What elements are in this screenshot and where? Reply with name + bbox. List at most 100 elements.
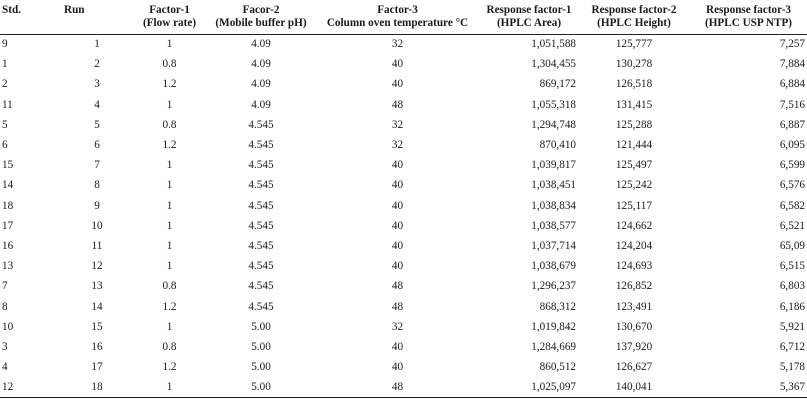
hplc-usp-ntp-cell: 6,515 [779, 260, 805, 273]
response-factor-1-header: Response factor-1 (HPLC Area) [480, 0, 578, 35]
std-cell: 6 [2, 139, 8, 152]
flow-rate-cell: 0.8 [162, 280, 177, 293]
hplc-area-cell: 1,055,318 [531, 98, 576, 111]
header-line-2: (Mobile buffer pH) [215, 17, 307, 29]
hplc-height-cell: 124,662 [615, 219, 653, 232]
hplc-area-cell: 1,037,714 [531, 239, 576, 252]
buffer-ph-cell: 4.545 [248, 118, 274, 131]
std-cell: 12 [0, 377, 62, 398]
std-cell: 8 [2, 300, 8, 313]
hplc-area-cell: 1,304,455 [531, 58, 576, 71]
header-line-1: Factor-3 [377, 4, 418, 16]
hplc-usp-ntp-cell: 6,884 [779, 78, 805, 91]
flow-rate-cell: 1 [166, 219, 173, 232]
header-line-2: (HPLC Area) [496, 17, 562, 29]
flow-rate-cell: 1 [166, 38, 173, 51]
std-cell: 4 [2, 361, 8, 374]
run-cell: 16 [91, 340, 103, 353]
oven-temp-cell: 40 [391, 159, 404, 172]
flow-rate-cell: 1.2 [162, 300, 177, 313]
hplc-usp-ntp-cell: 6,712 [779, 340, 805, 353]
table-row: 16 11 1 4.545 40 1,037,714 124,204 65,09 [0, 236, 807, 256]
hplc-height-cell: 125,777 [615, 38, 653, 51]
oven-temp-cell: 40 [391, 361, 404, 374]
hplc-area-cell: 1,294,748 [531, 118, 576, 131]
hplc-area-cell: 868,312 [539, 300, 576, 313]
hplc-height-cell: 125,288 [615, 118, 653, 131]
hplc-area-cell: 1,296,237 [531, 280, 576, 293]
oven-temp-cell: 40 [391, 340, 404, 353]
oven-temp-cell: 40 [391, 219, 404, 232]
flow-rate-cell: 0.8 [162, 118, 177, 131]
run-cell: 9 [94, 199, 100, 212]
table-row: 6 6 1.2 4.545 32 870,410 121,444 6,095 [0, 135, 807, 155]
run-cell: 2 [94, 58, 100, 71]
hplc-usp-ntp-cell: 6,599 [779, 159, 805, 172]
buffer-ph-cell: 5.00 [251, 340, 271, 353]
run-cell: 11 [91, 239, 103, 252]
factor-1-header: Factor-1 (Flow rate) [132, 0, 207, 35]
table-row: 2 3 1.2 4.09 40 869,172 126,518 6,884 [0, 74, 807, 94]
hplc-usp-ntp-cell: 65,09 [779, 239, 805, 252]
std-cell: 5 [2, 118, 8, 131]
hplc-usp-ntp-cell: 5,921 [779, 320, 805, 333]
std-cell: 3 [2, 340, 8, 353]
buffer-ph-cell: 5.00 [251, 320, 271, 333]
hplc-height-cell: 140,041 [578, 377, 690, 398]
table-row: 8 14 1.2 4.545 48 868,312 123,491 6,186 [0, 296, 807, 316]
table-row: 3 16 0.8 5.00 40 1,284,669 137,920 6,712 [0, 337, 807, 357]
run-cell: 10 [91, 219, 103, 232]
flow-rate-cell: 1 [166, 199, 173, 212]
buffer-ph-cell: 4.545 [248, 280, 274, 293]
table-row: 4 17 1.2 5.00 40 860,512 126,627 5,178 [0, 357, 807, 377]
oven-temp-cell: 40 [391, 58, 404, 71]
oven-temp-cell: 48 [391, 300, 404, 313]
std-cell: 1 [2, 58, 8, 71]
oven-temp-cell: 32 [391, 139, 404, 152]
hplc-height-cell: 126,852 [615, 280, 653, 293]
response-factor-3-header: Response factor-3 (HPLC USP NTP) [690, 0, 807, 35]
std-cell: 11 [2, 98, 13, 111]
flow-rate-cell: 1 [166, 239, 173, 252]
buffer-ph-cell: 4.545 [248, 159, 274, 172]
std-cell: 15 [2, 159, 14, 172]
hplc-usp-ntp-cell: 6,186 [779, 300, 805, 313]
header-line-2: Column oven temperature °C [326, 17, 469, 29]
std-cell: 18 [2, 199, 14, 212]
oven-temp-cell: 40 [391, 239, 404, 252]
header-line-1: Response factor-1 [486, 4, 572, 16]
run-cell: 5 [94, 118, 100, 131]
oven-temp-cell: 32 [391, 38, 404, 51]
buffer-ph-cell: 5.00 [207, 377, 315, 398]
oven-temp-cell: 48 [391, 280, 404, 293]
table-row: 15 7 1 4.545 40 1,039,817 125,497 6,599 [0, 155, 807, 175]
hplc-area-cell: 1,038,577 [531, 219, 576, 232]
hplc-area-cell: 1,038,834 [531, 199, 576, 212]
hplc-height-cell: 130,278 [615, 58, 653, 71]
hplc-usp-ntp-cell: 7,884 [779, 58, 805, 71]
buffer-ph-cell: 4.545 [248, 179, 274, 192]
oven-temp-cell: 48 [315, 377, 480, 398]
hplc-height-cell: 121,444 [615, 139, 653, 152]
buffer-ph-cell: 4.545 [248, 199, 274, 212]
flow-rate-cell: 1 [166, 98, 173, 111]
hplc-usp-ntp-cell: 6,582 [779, 199, 805, 212]
std-cell: 2 [2, 78, 8, 91]
table-row: 5 5 0.8 4.545 32 1,294,748 125,288 6,887 [0, 115, 807, 135]
hplc-height-cell: 123,491 [615, 300, 653, 313]
hplc-height-cell: 126,627 [615, 361, 653, 374]
table-row: 7 13 0.8 4.545 48 1,296,237 126,852 6,803 [0, 276, 807, 296]
hplc-height-cell: 125,117 [616, 199, 652, 212]
header-line-2: (Flow rate) [142, 17, 197, 29]
factor-2-header: Facor-2 (Mobile buffer pH) [207, 0, 315, 35]
hplc-height-cell: 131,415 [615, 98, 653, 111]
table-row: 14 8 1 4.545 40 1,038,451 125,242 6,576 [0, 175, 807, 195]
hplc-usp-ntp-cell: 6,576 [779, 179, 805, 192]
run-cell: 4 [94, 98, 100, 111]
hplc-height-cell: 125,497 [615, 159, 653, 172]
header-row: Std. Run Factor-1 (Flow rate) Facor-2 (Mobile… [0, 0, 807, 35]
table-row: 10 15 1 5.00 32 1,019,842 130,670 5,921 [0, 317, 807, 337]
hplc-height-cell: 125,242 [615, 179, 653, 192]
table-row: 17 10 1 4.545 40 1,038,577 124,662 6,521 [0, 216, 807, 236]
header-line-1: Std. [2, 4, 21, 16]
